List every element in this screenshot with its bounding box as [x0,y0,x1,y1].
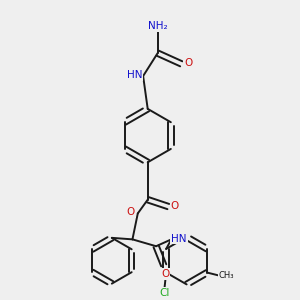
Text: CH₃: CH₃ [218,271,234,280]
Text: O: O [184,58,192,68]
Text: Cl: Cl [159,288,170,298]
Text: NH₂: NH₂ [148,21,167,31]
Text: O: O [171,201,179,211]
Text: O: O [127,207,135,217]
Text: O: O [161,269,170,279]
Text: HN: HN [171,234,187,244]
Text: HN: HN [127,70,142,80]
